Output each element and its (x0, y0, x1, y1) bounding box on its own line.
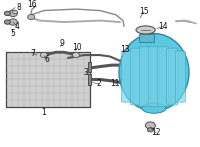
Circle shape (147, 128, 153, 132)
Text: 4: 4 (15, 22, 19, 31)
FancyBboxPatch shape (139, 47, 151, 106)
Text: 1: 1 (42, 108, 46, 117)
Text: 13: 13 (120, 45, 130, 54)
Text: 5: 5 (11, 29, 15, 38)
FancyBboxPatch shape (130, 48, 142, 105)
Bar (6, 52, 90, 107)
Text: 16: 16 (27, 0, 37, 9)
Circle shape (145, 122, 155, 129)
Bar (88, 74, 91, 85)
FancyBboxPatch shape (148, 47, 160, 106)
FancyBboxPatch shape (157, 47, 169, 106)
Circle shape (28, 14, 35, 20)
Ellipse shape (142, 103, 166, 113)
Text: 3: 3 (84, 68, 88, 77)
Text: 9: 9 (60, 39, 64, 48)
Text: 10: 10 (72, 43, 82, 52)
Ellipse shape (119, 34, 189, 111)
Circle shape (40, 52, 48, 58)
FancyBboxPatch shape (175, 51, 186, 102)
Circle shape (4, 20, 10, 24)
Text: 15: 15 (139, 7, 149, 16)
FancyBboxPatch shape (121, 51, 133, 102)
Text: 6: 6 (45, 55, 49, 64)
Text: 14: 14 (158, 22, 168, 31)
Circle shape (72, 52, 80, 58)
Circle shape (13, 10, 17, 14)
Ellipse shape (136, 26, 155, 34)
Text: 2: 2 (97, 79, 101, 88)
Text: 11: 11 (110, 79, 120, 88)
Circle shape (9, 19, 17, 25)
Bar (139, 34, 154, 42)
Circle shape (9, 10, 17, 17)
Bar (88, 62, 91, 72)
FancyBboxPatch shape (166, 48, 178, 105)
Text: 7: 7 (31, 49, 35, 58)
Text: 8: 8 (17, 3, 21, 12)
Circle shape (4, 11, 10, 16)
Text: 12: 12 (151, 128, 161, 137)
